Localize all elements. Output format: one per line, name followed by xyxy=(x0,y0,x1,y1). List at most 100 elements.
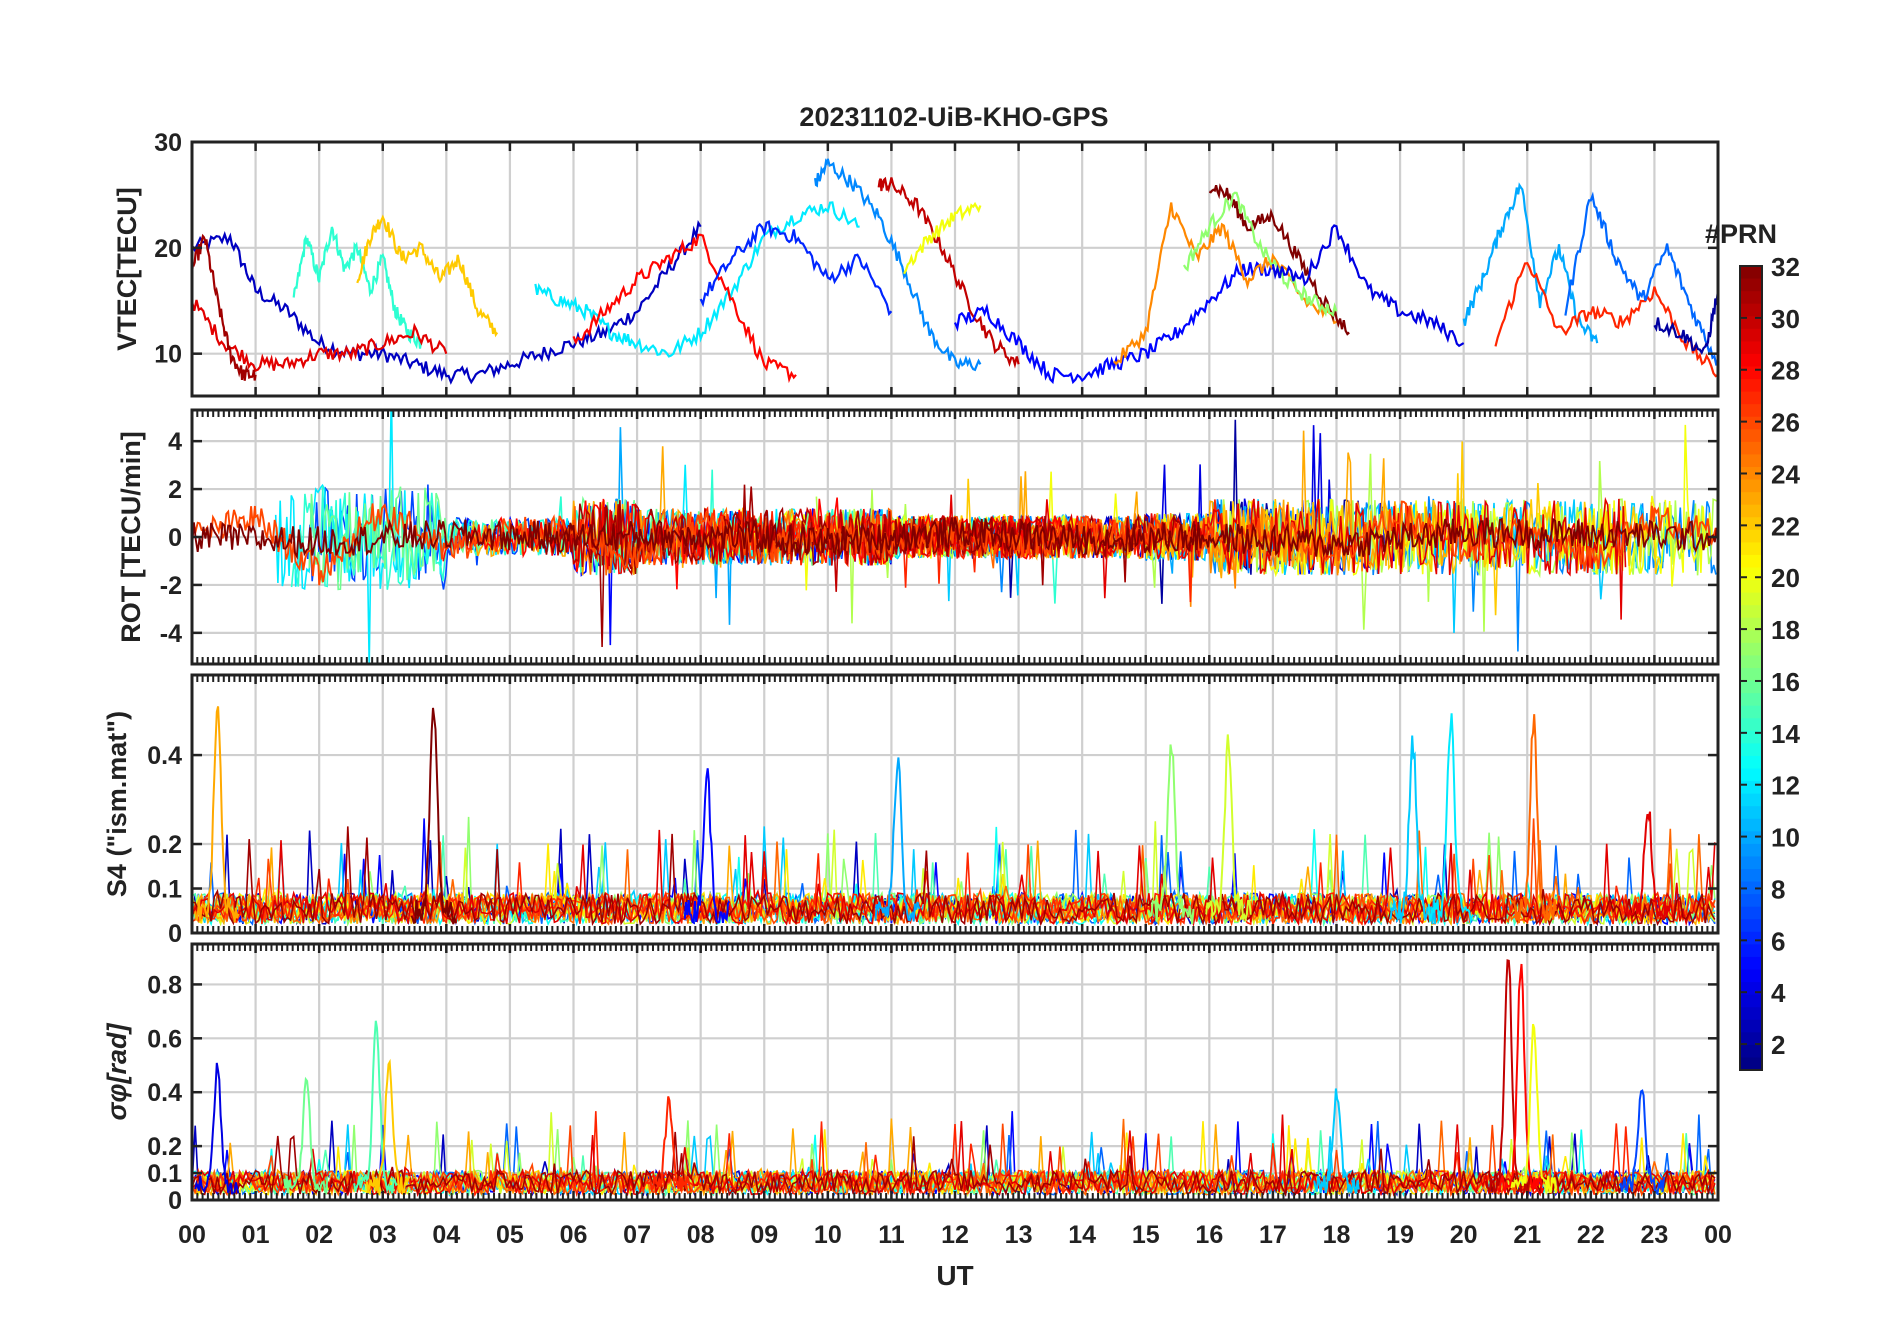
s4-y-tick-label: 0.1 xyxy=(147,876,182,904)
vtec-y-tick-label: 20 xyxy=(154,235,182,263)
sig-y-tick-label: 0.8 xyxy=(147,971,182,999)
x-tick-label: 06 xyxy=(560,1221,588,1249)
rot-grid xyxy=(192,410,1718,664)
colorbar-tick-label: 12 xyxy=(1771,771,1800,801)
sig-peak-prn-28 xyxy=(1497,963,1545,1197)
x-tick-label: 04 xyxy=(432,1221,460,1249)
colorbar-cell xyxy=(1740,755,1762,770)
sig-peak-prn-22 xyxy=(365,1058,411,1195)
vtec-trace-prn-4 xyxy=(1271,224,1465,348)
colorbar-cell xyxy=(1740,554,1762,569)
rot-y-tick-label: 4 xyxy=(168,428,182,456)
colorbar-tick-label: 6 xyxy=(1771,926,1785,956)
colorbar-cell xyxy=(1740,693,1762,707)
rot-traces xyxy=(192,410,1718,664)
x-tick-label: 03 xyxy=(369,1221,397,1249)
colorbar-cell xyxy=(1740,894,1762,908)
sigma-phi-traces xyxy=(192,959,1716,1198)
colorbar-cell xyxy=(1740,956,1762,971)
s4-y-ticks: 0 0.1 0.2 0.4 xyxy=(147,675,1720,948)
x-tick-label: 16 xyxy=(1195,1221,1223,1249)
vtec-y-ticks: 10 20 30 xyxy=(154,129,1720,396)
sigma-phi-panel: 00.10.2 0.4 0.6 0.8 σφ[rad] xyxy=(102,942,1720,1215)
colorbar-label: #PRN xyxy=(1705,219,1777,249)
colorbar-frame xyxy=(1739,265,1763,1071)
s4-panel: 0 0.1 0.2 0.4 S4 ("ism.mat") xyxy=(102,673,1720,948)
x-tick-label: 08 xyxy=(687,1221,715,1249)
colorbar-tick-label: 2 xyxy=(1771,1030,1785,1060)
colorbar-tick-label: 8 xyxy=(1771,874,1785,904)
vtec-y-tick-label: 30 xyxy=(154,129,182,157)
s4-peak-prn-5 xyxy=(683,768,731,925)
colorbar-cell xyxy=(1740,906,1762,920)
rot-trace-prn-30 xyxy=(555,502,1062,592)
x-tick-label: 10 xyxy=(814,1221,842,1249)
colorbar-cell xyxy=(1740,328,1762,342)
s4-peak-prn-32 xyxy=(410,707,457,925)
colorbar-cell xyxy=(1740,743,1762,757)
colorbar-cell xyxy=(1740,1057,1762,1071)
colorbar-cell xyxy=(1740,592,1762,606)
x-tick-labels: 00 01 02 03 04 05 06 07 08 09 10 11 12 13 14 15 16 17 18 19… xyxy=(178,1221,1732,1249)
x-tick-label: 00 xyxy=(1704,1221,1732,1249)
colorbar-cell xyxy=(1740,605,1762,619)
colorbar-cell xyxy=(1740,668,1762,682)
colorbar-tick-label: 20 xyxy=(1771,563,1800,593)
colorbar-gradient xyxy=(1740,266,1762,1071)
colorbar-tick-label: 16 xyxy=(1771,667,1800,697)
sigma-phi-grid xyxy=(192,944,1718,1200)
colorbar-cell xyxy=(1740,404,1762,418)
colorbar-tick-label: 30 xyxy=(1771,304,1800,334)
vtec-trace-prn-27 xyxy=(1494,262,1718,378)
x-tick-label: 17 xyxy=(1259,1221,1287,1249)
x-tick-label: 11 xyxy=(878,1221,905,1249)
colorbar-cell xyxy=(1740,768,1762,782)
colorbar-cell xyxy=(1740,781,1762,795)
colorbar-cell xyxy=(1740,655,1762,669)
colorbar-cell xyxy=(1740,441,1762,456)
sig-y-tick-label: 0.6 xyxy=(147,1025,182,1053)
s4-peak-prn-23 xyxy=(194,706,240,923)
x-tick-label: 19 xyxy=(1386,1221,1414,1249)
vtec-trace-prn-9 xyxy=(814,158,982,372)
sig-peak-prn-16 xyxy=(283,1076,329,1195)
x-tick-label: 14 xyxy=(1068,1221,1096,1249)
vtec-trace-prn-32 xyxy=(1208,183,1350,336)
x-tick-label: 07 xyxy=(623,1221,651,1249)
s4-y-tick-label: 0.4 xyxy=(147,742,182,770)
sig-peak-prn-15 xyxy=(353,1020,399,1195)
vtec-traces xyxy=(192,158,1718,385)
x-tick-label: 12 xyxy=(941,1221,969,1249)
rot-y-tick-label: 2 xyxy=(168,476,182,504)
colorbar-cell xyxy=(1740,278,1762,292)
vtec-trace-prn-8 xyxy=(1564,191,1718,366)
colorbar-cell xyxy=(1740,642,1762,657)
x-tick-label: 18 xyxy=(1323,1221,1351,1249)
colorbar-cell xyxy=(1740,517,1762,531)
colorbar-cell xyxy=(1740,931,1762,945)
x-tick-label: 05 xyxy=(496,1221,524,1249)
sigma-phi-y-ticks: 00.10.2 0.4 0.6 0.8 xyxy=(147,944,1720,1215)
colorbar-cell xyxy=(1740,366,1762,380)
vtec-trace-prn-12 xyxy=(534,201,860,358)
colorbar-cell xyxy=(1740,793,1762,807)
colorbar-cell xyxy=(1740,680,1762,694)
vtec-trace-prn-10 xyxy=(1462,182,1599,344)
colorbar-cell xyxy=(1740,869,1762,883)
vtec-trace-prn-24 xyxy=(1113,202,1337,366)
vtec-trace-prn-31 xyxy=(192,233,257,381)
s4-peak-prn-25 xyxy=(1510,714,1557,924)
x-tick-label: 09 xyxy=(750,1221,778,1249)
colorbar-cell xyxy=(1740,718,1762,732)
colorbar-cell xyxy=(1740,969,1762,983)
rot-y-label: ROT [TECU/min] xyxy=(116,431,146,642)
colorbar-cell xyxy=(1740,391,1762,405)
colorbar-tick-label: 10 xyxy=(1771,823,1800,853)
vtec-y-label: VTEC[TECU] xyxy=(112,187,142,351)
chart-title: 20231102-UiB-KHO-GPS xyxy=(799,102,1108,132)
x-tick-label: 22 xyxy=(1577,1221,1605,1249)
vtec-trace-prn-29 xyxy=(192,299,448,373)
x-tick-label: 20 xyxy=(1450,1221,1478,1249)
colorbar-cell xyxy=(1740,567,1762,581)
